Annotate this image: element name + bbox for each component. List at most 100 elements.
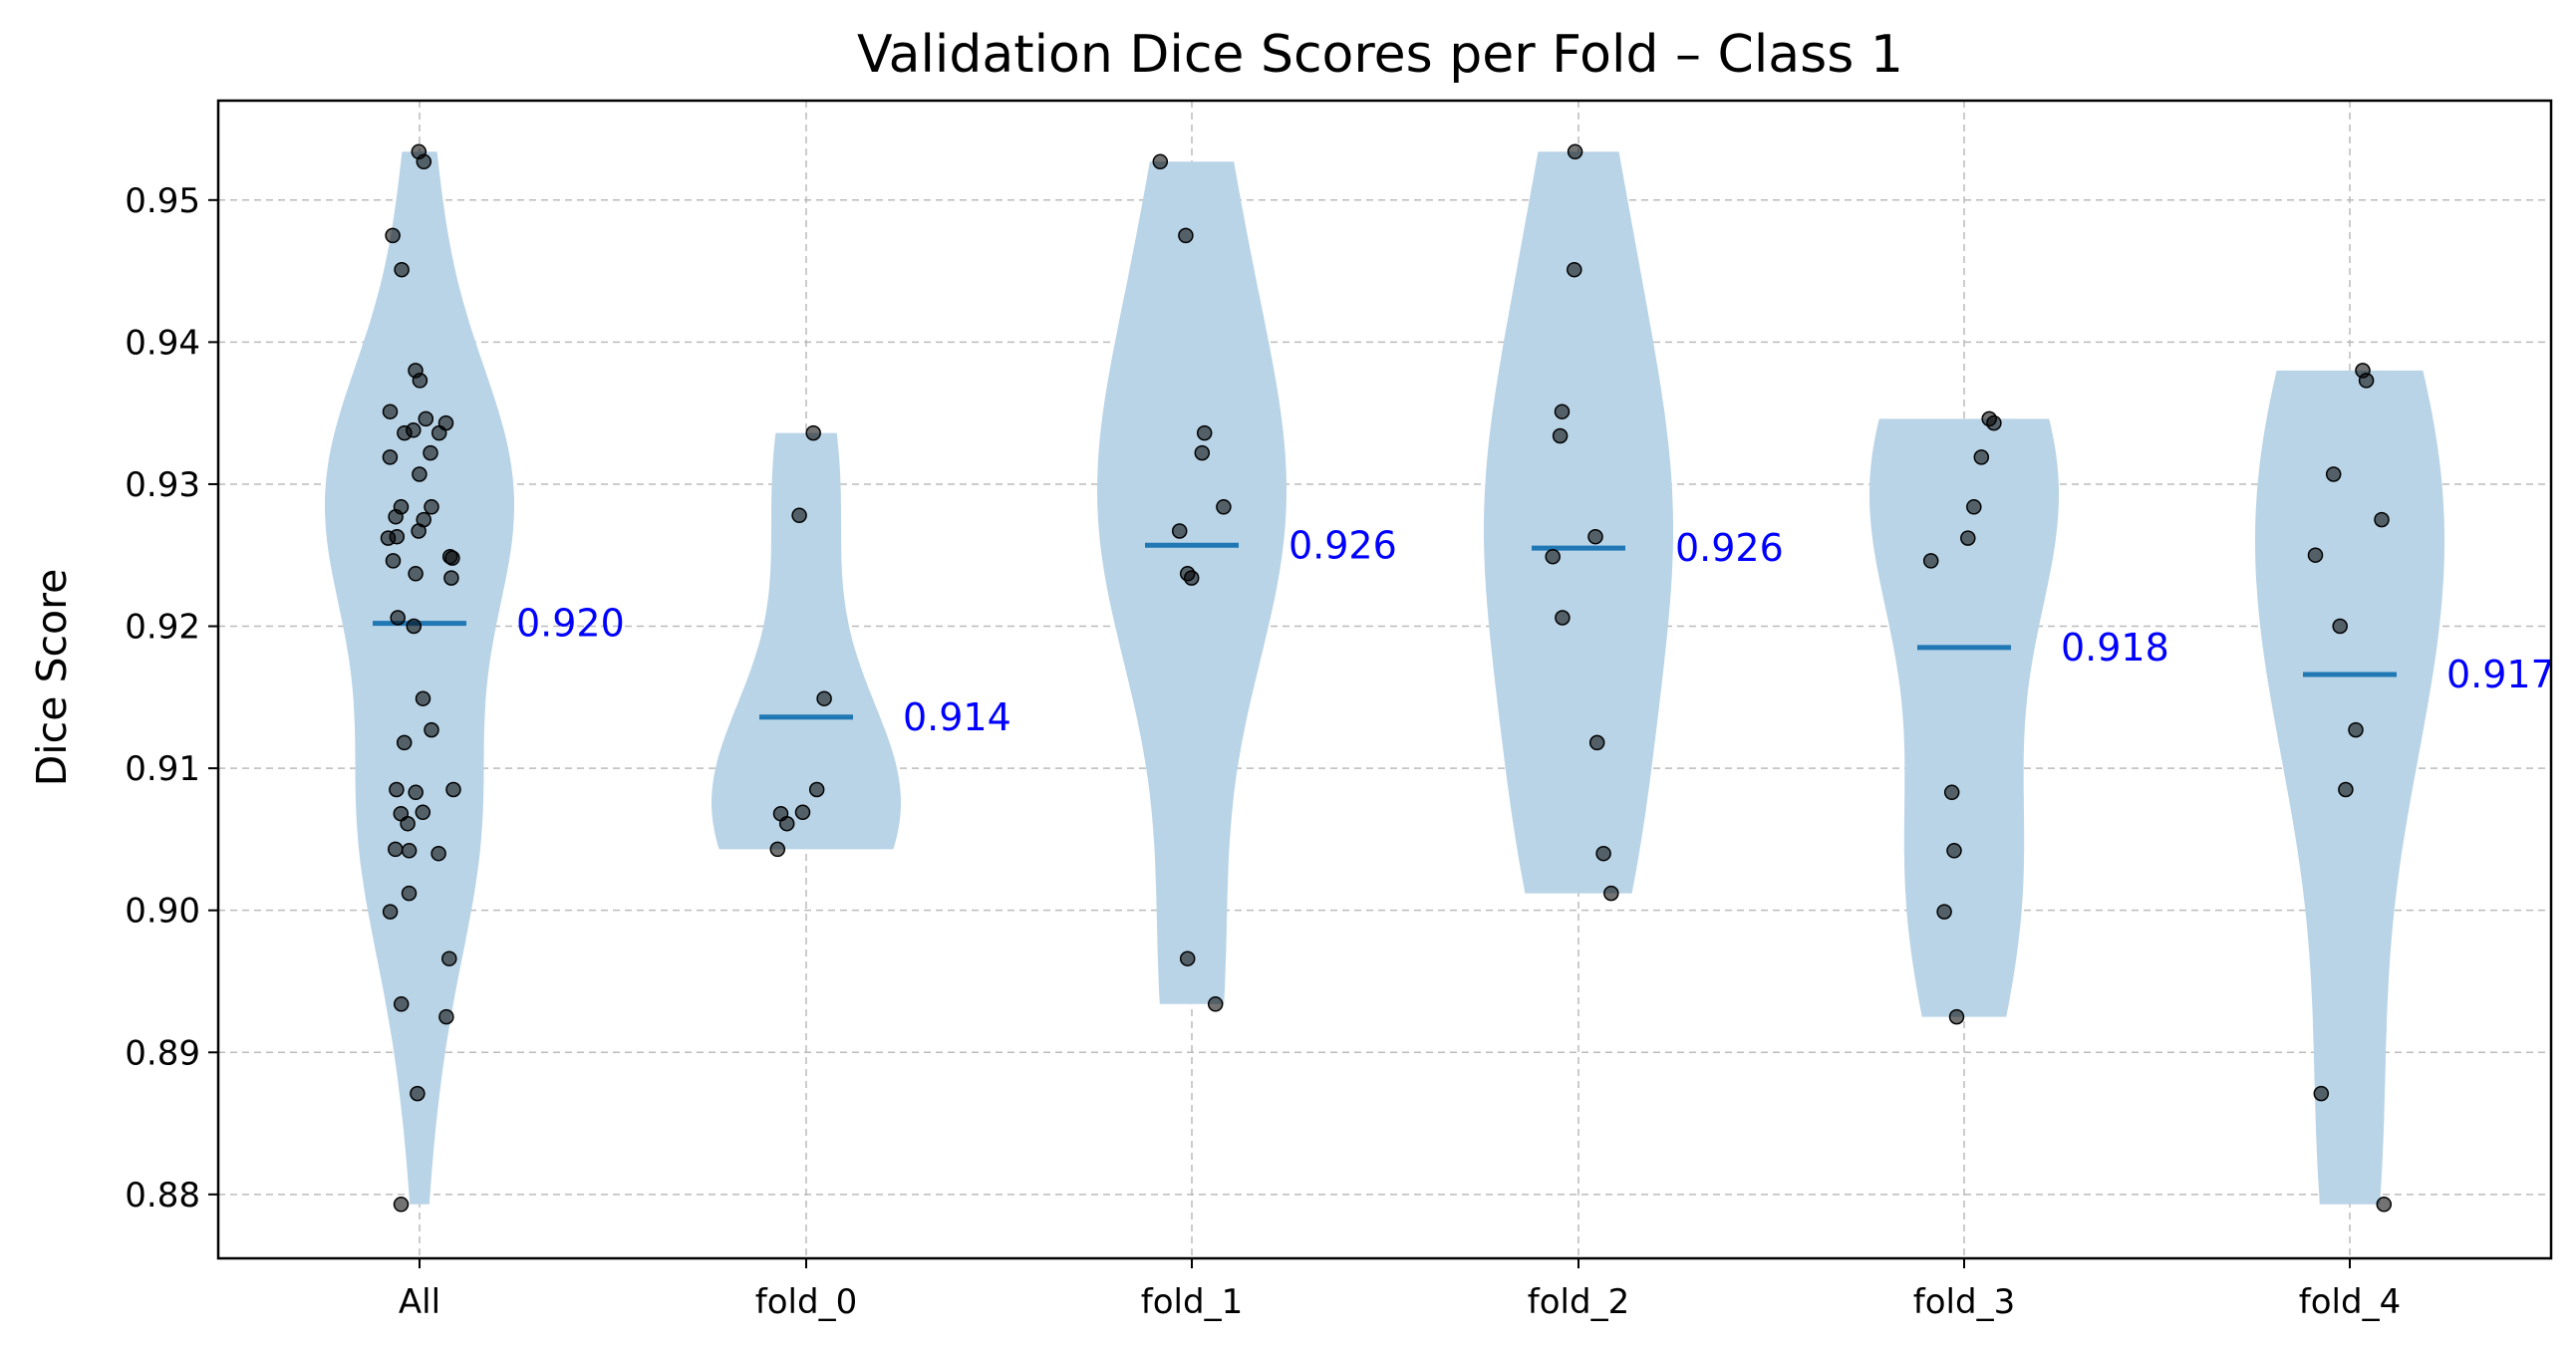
data-point [1981, 410, 1997, 427]
data-point [1207, 996, 1224, 1012]
data-point [1179, 950, 1196, 966]
median-label: 0.918 [2061, 626, 2169, 670]
data-point [769, 841, 786, 858]
data-point [418, 410, 434, 427]
data-point [2325, 466, 2342, 482]
data-point [415, 804, 431, 821]
y-tick-label: 0.88 [125, 1176, 200, 1216]
data-point [808, 781, 825, 798]
data-point [388, 508, 404, 525]
y-tick-label: 0.90 [125, 892, 200, 932]
data-point [1966, 499, 1982, 515]
data-point [401, 843, 418, 859]
data-point [805, 424, 821, 441]
data-point [408, 784, 424, 801]
data-point [430, 424, 447, 441]
data-point [2374, 511, 2390, 528]
data-point [382, 449, 399, 465]
data-point [1194, 444, 1211, 461]
data-point [444, 550, 460, 566]
data-point [1545, 548, 1561, 565]
x-tick-label: fold_0 [755, 1282, 857, 1322]
data-point [2376, 1197, 2393, 1213]
violin-body [1484, 151, 1673, 894]
data-point [1588, 734, 1605, 751]
data-point [1960, 530, 1976, 546]
data-point [394, 261, 410, 278]
data-point [791, 507, 807, 524]
data-point [2348, 721, 2364, 738]
data-point [390, 610, 406, 626]
data-point [389, 781, 405, 798]
y-tick-label: 0.95 [125, 181, 200, 221]
data-point [1552, 427, 1569, 444]
data-point [412, 373, 429, 389]
data-point [441, 950, 457, 966]
data-point [1948, 1008, 1965, 1025]
y-tick-label: 0.94 [125, 323, 200, 363]
x-tick-label: All [399, 1282, 440, 1322]
violins [325, 151, 2444, 1205]
data-point [393, 996, 410, 1012]
data-point [1943, 784, 1960, 801]
data-point [385, 227, 401, 244]
data-point [380, 530, 397, 546]
data-point [443, 570, 459, 586]
y-tick-label: 0.92 [125, 608, 200, 648]
data-point [1216, 499, 1232, 515]
data-point [1171, 523, 1188, 539]
data-point [1603, 885, 1619, 902]
data-point [397, 424, 413, 441]
data-point [2307, 547, 2324, 563]
data-point [424, 499, 439, 515]
data-point [400, 815, 416, 832]
data-point [1587, 528, 1603, 545]
median-label: 0.926 [1288, 523, 1397, 567]
x-tick-label: fold_4 [2299, 1282, 2401, 1322]
data-point [1567, 143, 1583, 160]
violin-body [712, 432, 901, 850]
x-tick-label: fold_2 [1528, 1282, 1629, 1322]
data-point [1196, 424, 1213, 441]
data-point [1922, 553, 1939, 569]
x-axis: All fold_0 fold_1 fold_2 fold_3 fold_4 [399, 1258, 2401, 1322]
data-point [2313, 1085, 2330, 1102]
data-point [424, 721, 439, 738]
data-point [1152, 153, 1169, 170]
grid [218, 101, 2551, 1258]
data-point [423, 444, 438, 461]
y-axis-label: Dice Score [28, 569, 76, 787]
median-labels: 0.920 0.914 0.926 0.926 0.918 0.917 [516, 523, 2555, 739]
data-point [1178, 227, 1194, 244]
data-point [1183, 570, 1200, 586]
data-point [1554, 404, 1571, 419]
y-tick-label: 0.91 [125, 749, 200, 789]
chart-title: Validation Dice Scores per Fold – Class … [857, 25, 1903, 85]
data-point [430, 845, 446, 862]
data-point [1973, 449, 1990, 465]
data-point [1567, 261, 1582, 278]
data-point [388, 841, 404, 858]
data-point [2338, 781, 2354, 798]
data-point [416, 153, 432, 170]
data-point [396, 734, 413, 751]
data-point [1595, 845, 1611, 862]
data-point [401, 885, 418, 902]
median-label: 0.920 [516, 602, 625, 646]
x-tick-label: fold_3 [1913, 1282, 2015, 1322]
data-point [410, 1085, 426, 1102]
data-point [816, 690, 832, 706]
violin-body [1869, 418, 2059, 1017]
data-point [2332, 618, 2348, 635]
data-point [393, 1197, 410, 1213]
data-point [406, 618, 423, 635]
data-point [778, 815, 795, 832]
data-point [794, 804, 811, 821]
data-point [382, 904, 399, 920]
data-point [385, 553, 402, 569]
data-point [1936, 904, 1952, 920]
y-tick-label: 0.89 [125, 1033, 200, 1073]
data-point [1555, 610, 1571, 626]
data-point [415, 690, 431, 706]
